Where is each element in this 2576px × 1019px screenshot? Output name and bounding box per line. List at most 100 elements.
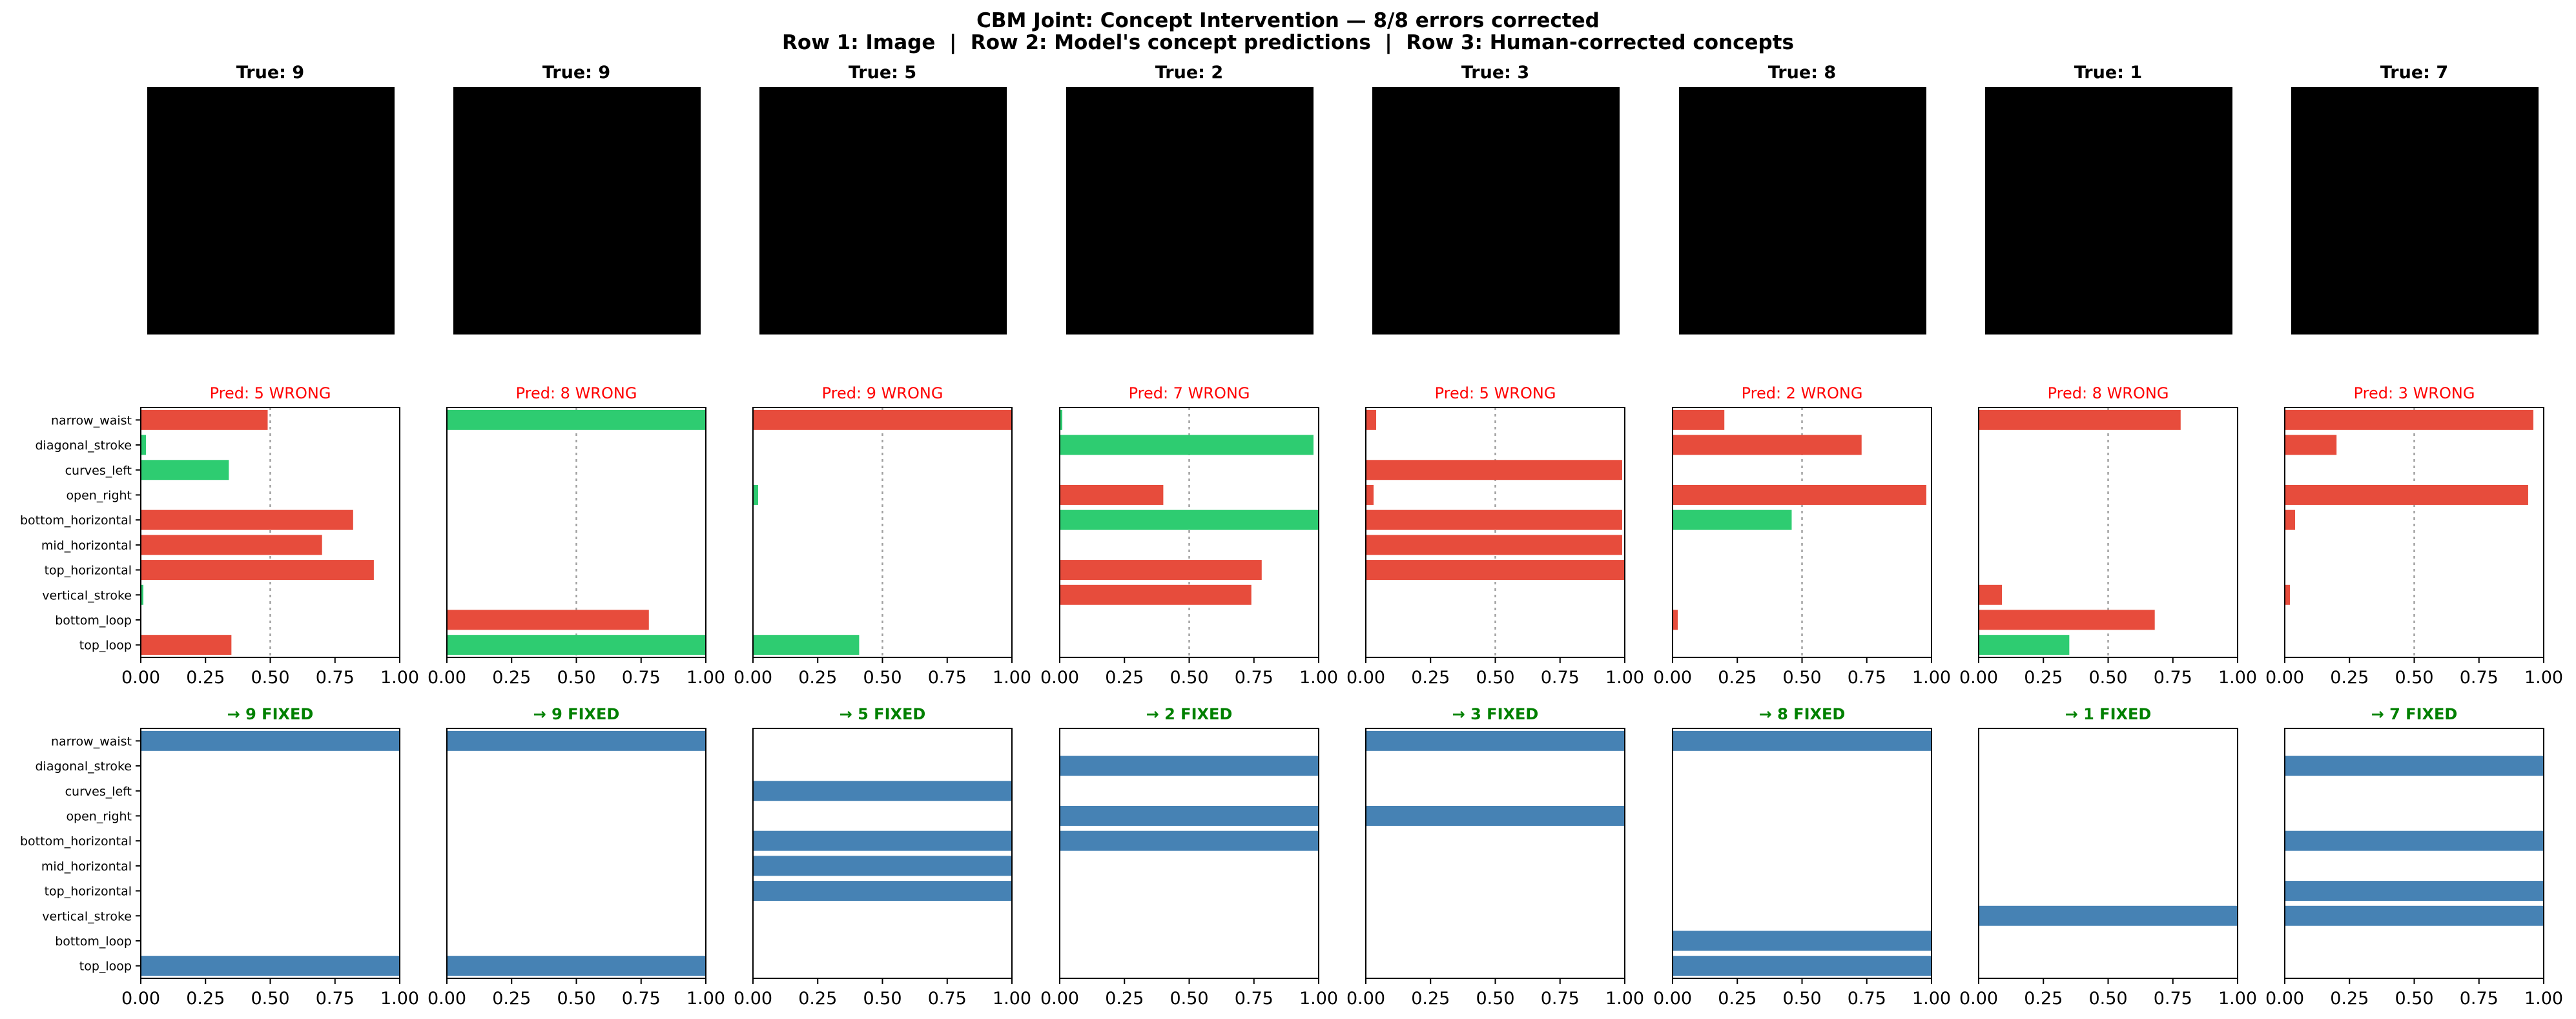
subplot-title: → 7 FIXED [2371,705,2458,723]
subplot-title: Pred: 3 WRONG [2354,384,2475,402]
concept-bar [447,635,706,655]
x-tick-label: 0.00 [1040,989,1079,1009]
x-tick-label: 0.75 [2154,668,2192,688]
image-title: True: 2 [1155,63,1223,83]
concept-label: diagonal_stroke [35,438,132,453]
x-tick-label: 1.00 [2218,668,2257,688]
subplot-title: → 5 FIXED [840,705,926,723]
concept-bar [1673,931,1932,951]
subplot: Pred: 3 WRONG 0.00 0.25 0.50 0.75 1.00 [2265,384,2563,688]
x-tick-label: 0.00 [428,989,466,1009]
concept-label: curves_left [65,464,132,478]
concept-bar [141,956,400,976]
x-tick-label: 0.25 [186,989,225,1009]
x-tick-label: 1.00 [1912,668,1951,688]
x-tick-label: 1.00 [380,989,419,1009]
concept-bar [1060,805,1319,826]
x-tick-label: 0.50 [1170,989,1208,1009]
concept-label: bottom_loop [55,934,132,949]
x-tick-label: 0.25 [798,668,837,688]
concept-bar [2285,830,2544,851]
x-tick-label: 1.00 [1299,989,1338,1009]
x-tick-label: 0.75 [1235,668,1273,688]
x-tick-label: 0.50 [251,668,289,688]
subplot-title: Pred: 2 WRONG [1742,384,1863,402]
concept-bar [753,484,759,505]
concept-label: bottom_horizontal [20,834,132,849]
x-tick-label: 1.00 [686,989,725,1009]
concept-label: top_loop [79,639,132,653]
image-title: True: 5 [849,63,916,83]
image-title: True: 8 [1768,63,1836,83]
x-tick-label: 0.75 [1235,989,1273,1009]
digit-image [1985,87,2232,335]
concept-bar [2285,509,2296,530]
concept-bar [1060,756,1319,776]
concept-bar [753,409,1012,430]
x-tick-label: 0.00 [1040,668,1079,688]
concept-bar [2285,484,2528,505]
subplot: → 1 FIXED 0.00 0.25 0.50 0.75 1.00 [1959,705,2257,1009]
x-tick-label: 1.00 [686,668,725,688]
subplot-title: → 1 FIXED [2065,705,2152,723]
concept-label: bottom_loop [55,613,132,628]
concept-bar [447,730,706,751]
concept-bar [1366,730,1625,751]
axes-frame [752,728,1013,979]
concept-bar [2285,756,2544,776]
digit-image [1679,87,1926,335]
concept-bar [2285,409,2533,430]
concept-bar [1979,635,2070,655]
subplot-title: → 8 FIXED [1759,705,1846,723]
subplot-title: Pred: 8 WRONG [2048,384,2169,402]
x-tick-label: 1.00 [1299,668,1338,688]
concept-bar [2285,584,2291,605]
concept-bar [1366,560,1625,581]
subplot-title: → 9 FIXED [227,705,314,723]
x-tick-label: 0.75 [316,989,355,1009]
x-tick-label: 0.75 [1848,668,1886,688]
subplot-title: → 2 FIXED [1146,705,1233,723]
subplot-title: Pred: 5 WRONG [210,384,331,402]
subplot: Pred: 8 WRONG 0.00 0.25 0.50 0.75 1.00 [428,384,725,688]
x-tick-label: 0.25 [1411,668,1450,688]
subplot-title: Pred: 7 WRONG [1129,384,1250,402]
subplot: Pred: 7 WRONG 0.00 0.25 0.50 0.75 1.00 [1040,384,1338,688]
concept-label: open_right [66,488,132,502]
figure-title: CBM Joint: Concept Intervention — 8/8 er… [976,9,1600,32]
concept-bar [1979,584,2003,605]
x-tick-label: 0.75 [622,989,661,1009]
digit-image [1372,87,1620,335]
concept-bar [2285,435,2337,455]
subplot-title: Pred: 9 WRONG [822,384,943,402]
concept-bar [141,560,374,581]
x-tick-label: 0.25 [1718,668,1757,688]
subplot-title: Pred: 5 WRONG [1435,384,1556,402]
x-tick-label: 0.00 [1959,668,1998,688]
x-tick-label: 0.75 [2460,989,2499,1009]
concept-bar [1366,484,1374,505]
x-tick-label: 0.75 [622,668,661,688]
concept-bar [1060,560,1262,581]
concept-label: mid_horizontal [41,859,132,874]
concept-bar [1366,460,1622,480]
concept-bar [1673,435,1862,455]
x-tick-label: 0.75 [928,668,967,688]
x-tick-label: 0.25 [2024,989,2063,1009]
concept-bar [141,730,400,751]
x-tick-label: 0.00 [1346,989,1385,1009]
x-tick-label: 0.00 [1346,668,1385,688]
axes-frame [140,728,400,979]
x-tick-label: 1.00 [2524,989,2563,1009]
subplot: → 2 FIXED 0.00 0.25 0.50 0.75 1.00 [1040,705,1338,1009]
concept-label: top_horizontal [45,885,132,899]
concept-label: mid_horizontal [41,539,132,553]
x-tick-label: 0.00 [2265,989,2304,1009]
concept-bar [1060,484,1164,505]
x-tick-label: 1.00 [1605,668,1644,688]
x-tick-label: 0.00 [1959,989,1998,1009]
concept-bar [1060,830,1319,851]
concept-bar [1366,535,1622,555]
x-tick-label: 0.50 [1170,668,1208,688]
image-title: True: 7 [2380,63,2448,83]
